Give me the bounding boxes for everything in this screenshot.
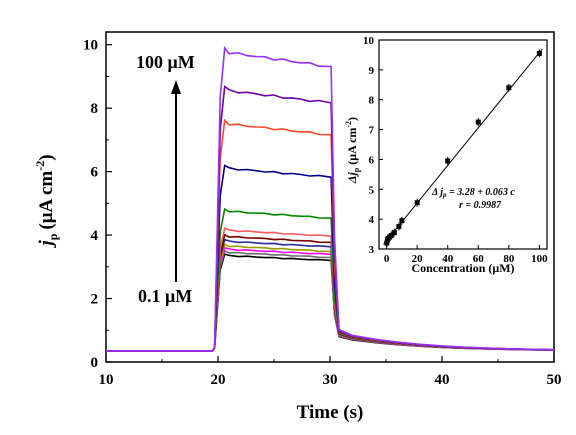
inset-x-tick-label: 0 xyxy=(384,253,390,265)
inset-y-tick-label: 10 xyxy=(363,35,375,47)
main-y-tick-label: 10 xyxy=(83,38,98,54)
inset-y-tick-label: 4 xyxy=(369,214,375,226)
annotation-100uM: 100 μM xyxy=(136,52,195,72)
inset-x-tick-label: 80 xyxy=(503,253,515,265)
main-x-tick-label: 20 xyxy=(211,372,226,388)
series-line-12 xyxy=(106,45,555,352)
main-y-axis-subscript: p xyxy=(46,233,60,240)
main-y-tick-label: 0 xyxy=(91,355,99,371)
inset-y-tick-label: 5 xyxy=(369,184,375,196)
inset-plot-frame xyxy=(378,39,548,250)
annotation-0-1uM: 0.1 μM xyxy=(138,286,192,306)
main-y-axis-unit: (μA cm xyxy=(36,171,57,230)
inset-data-point xyxy=(399,218,405,224)
inset-x-tick-label: 60 xyxy=(473,253,485,265)
inset-y-axis-superscript: -2 xyxy=(344,121,353,128)
main-y-axis-close: ) xyxy=(36,154,57,160)
inset-y-axis-unit: (μA cm xyxy=(345,128,359,165)
main-y-tick-label: 2 xyxy=(91,292,99,308)
inset-y-tick-label: 7 xyxy=(369,125,375,137)
inset-data-point xyxy=(536,50,542,56)
inset-x-tick-label: 100 xyxy=(531,253,548,265)
inset-y-tick-label: 9 xyxy=(369,65,375,77)
main-series-group xyxy=(106,45,555,352)
main-y-axis-superscript: -2 xyxy=(33,161,47,171)
inset-y-axis-title: Δjp (μA cm-2) xyxy=(344,117,361,184)
inset-x-axis-title: Concentration (μM) xyxy=(411,261,514,275)
inset-x-tick-label: 40 xyxy=(442,253,454,265)
main-x-tick-label: 10 xyxy=(99,372,114,388)
annotation-arrowhead xyxy=(171,80,181,94)
main-x-tick-label: 30 xyxy=(323,372,338,388)
inset-x-tick-label: 20 xyxy=(412,253,424,265)
inset-data-point xyxy=(414,200,420,206)
inset-data-point xyxy=(391,230,397,236)
main-y-axis-title: jp (μA cm-2) xyxy=(33,154,60,248)
main-x-tick-label: 50 xyxy=(547,372,562,388)
inset-y-tick-label: 3 xyxy=(369,244,375,256)
main-y-axis-symbol: j xyxy=(36,240,57,249)
inset-data-point xyxy=(396,224,402,230)
main-y-tick-label: 4 xyxy=(91,228,99,244)
inset-eq-prefix: Δ j xyxy=(431,187,443,198)
inset-r-value: r = 0.9987 xyxy=(459,200,502,211)
main-x-axis-title: Time (s) xyxy=(297,402,364,423)
inset-fit-equation: Δ jp = 3.28 + 0.063 c xyxy=(431,187,515,199)
inset-points-group xyxy=(384,49,542,248)
inset-data-point xyxy=(384,240,390,246)
inset-eq-rest: = 3.28 + 0.063 c xyxy=(447,187,516,198)
inset-y-tick-label: 6 xyxy=(369,154,375,166)
inset-y-axis-subscript: p xyxy=(352,167,361,172)
inset-fit-line xyxy=(383,48,543,245)
main-x-tick-label: 40 xyxy=(435,372,450,388)
inset-y-axis-close: ) xyxy=(345,117,359,121)
inset-y-tick-label: 8 xyxy=(369,95,375,107)
inset-y-axis-symbol: Δj xyxy=(345,172,359,185)
inset-data-point xyxy=(388,233,394,239)
inset-eq-subscript: p xyxy=(442,191,447,199)
main-y-tick-label: 8 xyxy=(91,101,99,117)
main-y-tick-label: 6 xyxy=(91,165,99,181)
inset-ticks: 0 20 40 60 80 100 3 4 5 6 7 8 9 10 xyxy=(363,35,548,265)
inset-data-point xyxy=(445,158,451,164)
inset-data-point xyxy=(475,119,481,125)
inset-data-point xyxy=(506,85,512,91)
